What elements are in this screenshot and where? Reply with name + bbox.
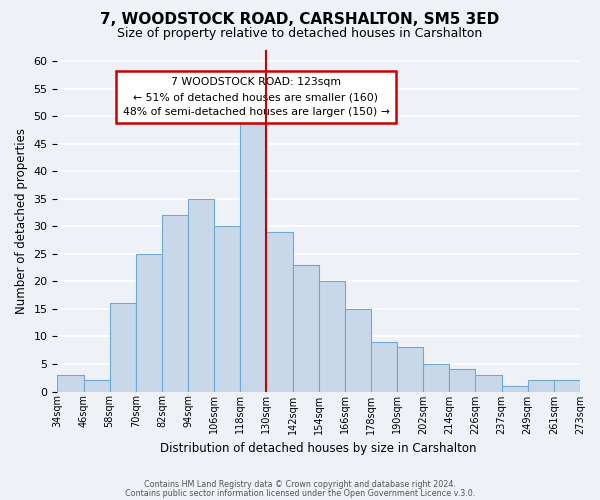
- Text: Contains public sector information licensed under the Open Government Licence v.: Contains public sector information licen…: [125, 489, 475, 498]
- Bar: [58, 375, 83, 392]
- Bar: [293, 265, 319, 392]
- Text: 7, WOODSTOCK ROAD, CARSHALTON, SM5 3ED: 7, WOODSTOCK ROAD, CARSHALTON, SM5 3ED: [100, 12, 500, 28]
- Bar: [528, 380, 554, 392]
- Bar: [266, 232, 293, 392]
- Bar: [110, 304, 136, 392]
- Bar: [214, 226, 241, 392]
- Bar: [241, 122, 266, 392]
- Bar: [449, 370, 475, 392]
- Bar: [319, 282, 345, 392]
- Bar: [502, 386, 528, 392]
- Text: Size of property relative to detached houses in Carshalton: Size of property relative to detached ho…: [118, 28, 482, 40]
- Bar: [371, 342, 397, 392]
- Y-axis label: Number of detached properties: Number of detached properties: [15, 128, 28, 314]
- Bar: [397, 348, 423, 392]
- Bar: [554, 380, 580, 392]
- Bar: [345, 309, 371, 392]
- Bar: [188, 198, 214, 392]
- Bar: [423, 364, 449, 392]
- Text: Contains HM Land Registry data © Crown copyright and database right 2024.: Contains HM Land Registry data © Crown c…: [144, 480, 456, 489]
- Bar: [83, 380, 110, 392]
- X-axis label: Distribution of detached houses by size in Carshalton: Distribution of detached houses by size …: [160, 442, 477, 455]
- Bar: [162, 215, 188, 392]
- Text: 7 WOODSTOCK ROAD: 123sqm
← 51% of detached houses are smaller (160)
48% of semi-: 7 WOODSTOCK ROAD: 123sqm ← 51% of detach…: [122, 78, 389, 117]
- Bar: [475, 375, 502, 392]
- Bar: [136, 254, 162, 392]
